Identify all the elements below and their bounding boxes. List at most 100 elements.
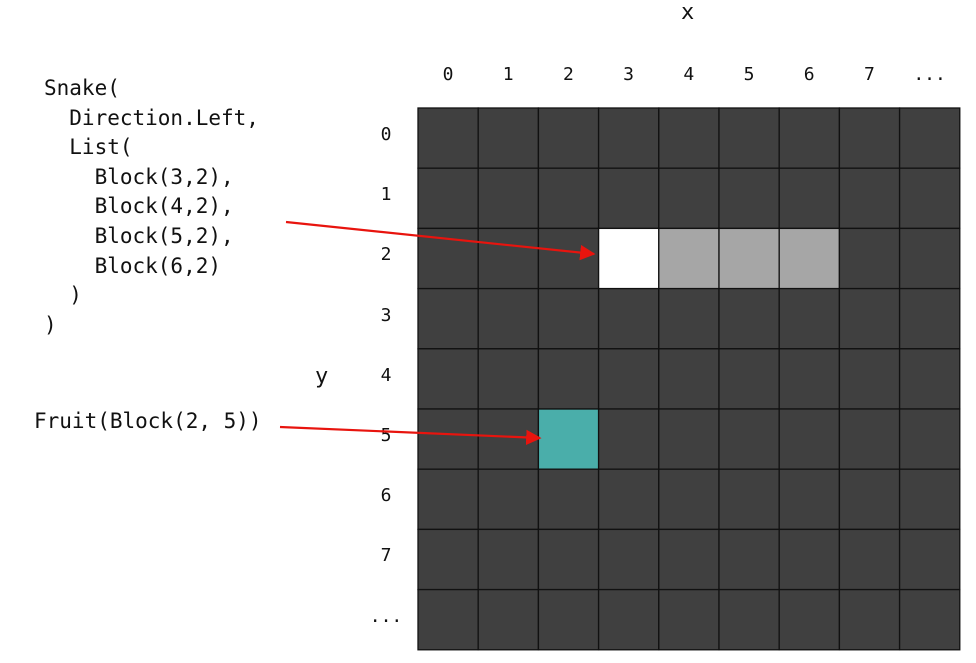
- grid-cell: [718, 167, 780, 230]
- fruit-code-line: Fruit(Block(2, 5)): [34, 409, 262, 433]
- column-tick-label: 1: [502, 64, 514, 85]
- grid-cell: [658, 468, 720, 531]
- row-tick-label: 7: [380, 545, 392, 567]
- snake-body-cell: [658, 227, 720, 290]
- grid-cell: [718, 107, 780, 169]
- snake-body-cell: [778, 227, 841, 290]
- grid-cell: [898, 287, 961, 350]
- grid-cell: [658, 528, 720, 591]
- snake-code-line: Block(6,2): [44, 253, 222, 278]
- grid-cell: [658, 107, 720, 169]
- column-tick-label: ...: [913, 64, 946, 85]
- grid-cell: [477, 107, 540, 169]
- grid-cell: [838, 287, 901, 350]
- grid-cell: [778, 287, 841, 350]
- snake-code-line: Block(3,2),: [44, 164, 234, 189]
- grid-cell: [718, 348, 780, 410]
- grid-cell: [597, 348, 660, 410]
- snake-code-block: Snake( Direction.Left, List( Block(3,2),…: [44, 74, 259, 340]
- grid-cell: [417, 167, 479, 230]
- grid-cell: [537, 528, 600, 591]
- grid-cell: [537, 227, 600, 290]
- grid-cell: [417, 227, 479, 290]
- grid-cell: [658, 588, 720, 651]
- grid-cell: [597, 167, 660, 230]
- grid-cell: [537, 468, 600, 531]
- row-tick-label: 0: [380, 124, 392, 145]
- grid-cell: [898, 107, 961, 169]
- grid-cell: [417, 287, 479, 350]
- grid-cell: [838, 227, 901, 290]
- x-axis-title: x: [681, 0, 695, 25]
- grid-cell: [597, 468, 660, 531]
- grid-cell: [718, 408, 780, 470]
- fruit-cell: [537, 408, 600, 470]
- y-axis-title: y: [315, 364, 329, 389]
- grid-cell: [477, 468, 540, 531]
- grid-cell: [658, 408, 720, 470]
- grid-cell: [778, 107, 841, 169]
- grid-cell: [597, 107, 660, 169]
- grid-cell: [718, 588, 780, 651]
- grid-cell: [778, 408, 841, 470]
- grid-cell: [477, 528, 540, 591]
- grid-cell: [537, 107, 600, 169]
- column-tick-label: 3: [623, 64, 635, 85]
- grid-cell: [778, 348, 841, 410]
- grid-cell: [778, 468, 841, 531]
- grid-cell: [778, 588, 841, 651]
- grid-cell: [838, 107, 901, 169]
- grid-cell: [477, 408, 540, 470]
- grid-cell: [838, 528, 901, 591]
- column-tick-label: 2: [562, 64, 574, 85]
- column-tick-label: 6: [803, 64, 815, 85]
- grid-cell: [718, 528, 780, 591]
- grid-cell: [537, 167, 600, 230]
- snake-code-line: ): [44, 312, 57, 337]
- grid-cell: [597, 287, 660, 350]
- row-tick-label: 4: [380, 364, 392, 386]
- snake-code-line: ): [44, 283, 82, 308]
- grid-cell: [838, 348, 901, 410]
- row-tick-label: 6: [380, 485, 392, 507]
- grid-cell: [477, 227, 540, 290]
- grid-cell: [658, 348, 720, 410]
- snake-code-line: Block(4,2),: [44, 194, 234, 219]
- grid-cell: [838, 167, 901, 230]
- grid-cell: [838, 408, 901, 470]
- grid-cell: [838, 588, 901, 651]
- grid-cell: [718, 468, 780, 531]
- snake-code-line: Block(5,2),: [44, 223, 234, 248]
- grid-cell: [838, 468, 901, 531]
- grid-cell: [477, 348, 540, 410]
- snake-code-line: Snake(: [44, 76, 120, 100]
- grid-cell: [898, 167, 961, 230]
- grid-cell: [417, 468, 479, 531]
- grid-cell: [658, 287, 720, 350]
- column-tick-label: 5: [743, 64, 755, 85]
- grid-cell: [718, 287, 780, 350]
- row-tick-label: ...: [369, 605, 403, 627]
- grid-cell: [477, 287, 540, 350]
- row-tick-label: 1: [380, 184, 392, 206]
- row-tick-label: 3: [380, 304, 392, 326]
- grid-cell: [898, 227, 961, 290]
- grid-cell: [658, 167, 720, 230]
- column-tick-label: 7: [863, 64, 875, 85]
- grid-cell: [417, 408, 479, 470]
- grid-cell: [898, 588, 961, 651]
- grid-cell: [597, 528, 660, 591]
- grid-cell: [537, 588, 600, 651]
- grid-cell: [537, 348, 600, 410]
- grid-cell: [898, 408, 961, 470]
- grid-cell: [417, 348, 479, 410]
- grid-cell: [778, 167, 841, 230]
- grid-cell: [477, 167, 540, 230]
- grid-cell: [417, 528, 479, 591]
- grid-cell: [477, 588, 540, 651]
- grid-cell: [778, 528, 841, 591]
- column-tick-label: 0: [442, 64, 454, 85]
- grid-cell: [898, 468, 961, 531]
- column-tick-label: 4: [683, 64, 695, 85]
